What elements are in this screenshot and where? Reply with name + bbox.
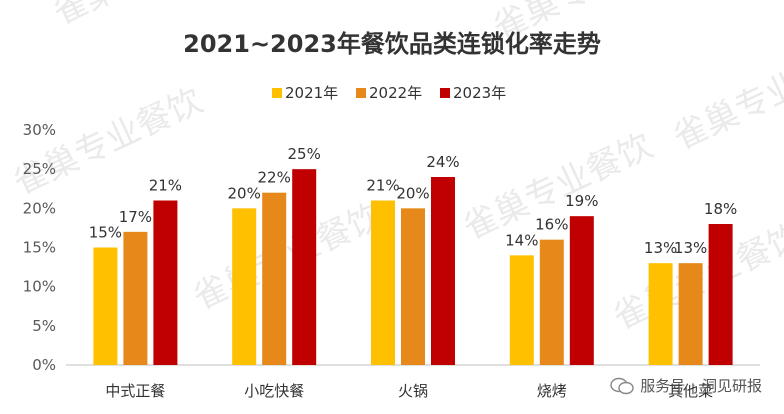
watermark-text: 雀巢专业餐饮 xyxy=(47,0,249,33)
y-tick-label: 15% xyxy=(23,239,56,257)
footer-service: 服务号 xyxy=(640,377,686,395)
bar-2-2 xyxy=(262,192,287,365)
chart-title: 2021~2023年餐饮品类连锁化率走势 xyxy=(183,30,601,58)
data-label-2-2: 22% xyxy=(258,169,291,187)
data-label-3-4: 19% xyxy=(565,192,598,210)
bars: 15%17%21% 20%22%25%21%20%24%14%16%19%13%1… xyxy=(89,145,737,365)
data-label-2-1: 17% xyxy=(119,208,152,226)
data-label-1-4: 14% xyxy=(505,231,538,249)
bar-1-1 xyxy=(93,247,118,365)
data-label-2-4: 16% xyxy=(535,216,568,234)
legend-swatch-2 xyxy=(356,88,366,98)
bar-3-5 xyxy=(708,224,733,365)
y-axis: 0% 5% 10% 15% 20% 25% 30% xyxy=(23,121,56,374)
bar-1-2 xyxy=(232,208,257,365)
watermark-text: 雀巢专业餐饮 xyxy=(667,36,784,158)
data-label-3-3: 24% xyxy=(426,153,459,171)
data-label-1-5: 13% xyxy=(644,239,677,257)
y-tick-label: 0% xyxy=(32,356,56,374)
bar-3-4 xyxy=(569,216,594,365)
data-label-1-1: 15% xyxy=(89,224,122,242)
x-category-label: 火锅 xyxy=(398,382,428,400)
x-category-label: 烧烤 xyxy=(537,382,567,400)
data-label-1-3: 21% xyxy=(366,177,399,195)
y-tick-label: 10% xyxy=(23,278,56,296)
legend-swatch-3 xyxy=(440,88,450,98)
footer-name: 洞见研报 xyxy=(701,377,762,395)
data-label-3-5: 18% xyxy=(704,200,737,218)
data-label-3-2: 25% xyxy=(288,145,321,163)
data-label-3-1: 21% xyxy=(149,177,182,195)
bar-1-5 xyxy=(648,263,673,365)
legend-label-3: 2023年 xyxy=(453,84,506,102)
x-category-label: 小吃快餐 xyxy=(244,382,304,400)
bar-3-3 xyxy=(431,177,455,365)
wechat-icon xyxy=(610,377,634,394)
bar-3-1 xyxy=(153,200,178,365)
y-tick-label: 5% xyxy=(32,317,56,335)
legend-label-2: 2022年 xyxy=(369,84,422,102)
watermark-text: 雀巢专业餐饮 xyxy=(187,196,389,318)
legend-label-1: 2021年 xyxy=(285,84,338,102)
y-tick-label: 20% xyxy=(23,199,56,217)
data-label-1-2: 20% xyxy=(228,184,261,202)
legend: 2021年 2022年 2023年 xyxy=(272,84,506,102)
legend-swatch-1 xyxy=(272,88,282,98)
bar-1-3 xyxy=(371,200,395,365)
bar-1-4 xyxy=(509,255,534,365)
y-tick-label: 30% xyxy=(23,121,56,139)
bar-2-4 xyxy=(539,239,564,365)
data-label-2-5: 13% xyxy=(674,239,707,257)
x-category-label: 其他菜 xyxy=(668,382,713,400)
footer-brand: 服务号 · 洞见研报 xyxy=(610,375,762,396)
bar-2-1 xyxy=(123,231,148,365)
footer-separator: · xyxy=(691,376,696,395)
data-label-2-3: 20% xyxy=(396,184,429,202)
x-category-label: 中式正餐 xyxy=(105,382,165,400)
bar-3-2 xyxy=(292,169,317,365)
y-tick-label: 25% xyxy=(23,160,56,178)
bar-2-5 xyxy=(678,263,703,365)
x-axis: 中式正餐 小吃快餐 火锅 烧烤 其他菜 xyxy=(105,382,713,400)
bar-2-3 xyxy=(401,208,425,365)
